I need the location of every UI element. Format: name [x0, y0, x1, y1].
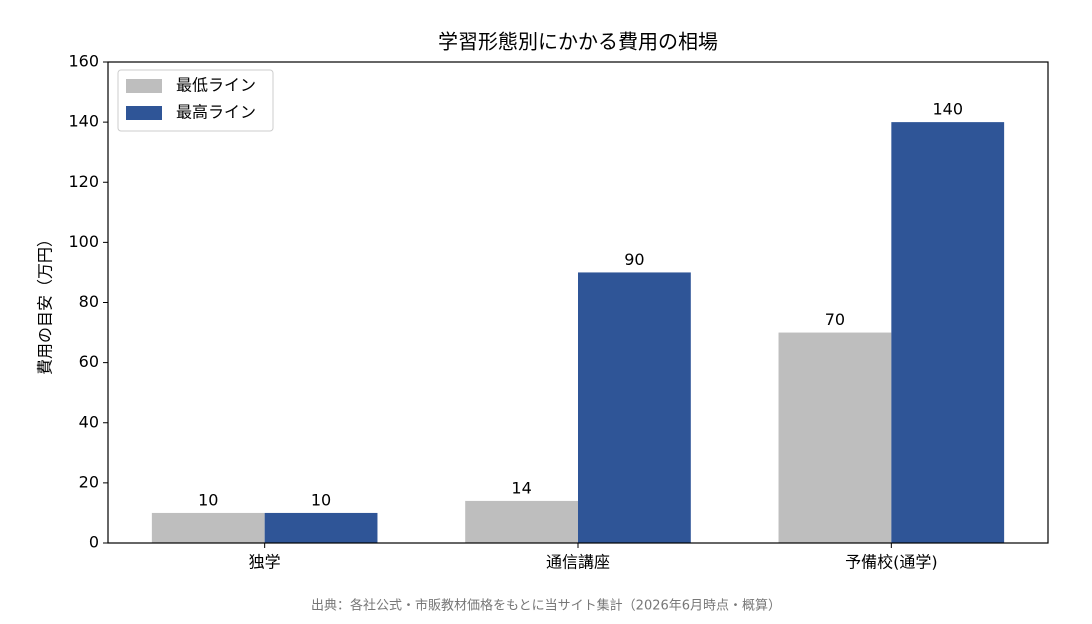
y-tick-label: 20 — [79, 472, 99, 491]
y-tick-label: 140 — [68, 112, 99, 131]
value-label: 10 — [198, 490, 218, 509]
x-tick-label: 通信講座 — [546, 553, 610, 572]
value-label: 70 — [825, 310, 845, 329]
legend-label: 最低ライン — [176, 76, 256, 95]
bar — [151, 512, 265, 543]
bar — [264, 512, 378, 543]
value-label: 14 — [511, 478, 531, 497]
bar — [778, 332, 892, 543]
y-tick-label: 0 — [89, 533, 99, 552]
y-axis-label: 費用の目安（万円） — [36, 231, 55, 375]
bar — [465, 500, 578, 543]
chart-title: 学習形態別にかかる費用の相場 — [438, 30, 718, 54]
value-label: 140 — [932, 100, 963, 119]
y-tick-label: 100 — [68, 232, 99, 251]
y-tick-label: 160 — [68, 52, 99, 71]
bar — [891, 122, 1005, 543]
value-label: 10 — [311, 490, 331, 509]
source-note: 出典：各社公式・市販教材価格をもとに当サイト集計（2026年6月時点・概算） — [311, 598, 781, 614]
y-tick-label: 40 — [79, 412, 99, 431]
y-tick-label: 60 — [79, 352, 99, 371]
y-tick-label: 80 — [79, 292, 99, 311]
legend-swatch — [126, 106, 162, 120]
x-tick-label: 予備校(通学) — [845, 553, 938, 572]
bar — [578, 272, 691, 543]
plot-frame — [107, 61, 1049, 544]
value-label: 90 — [624, 250, 644, 269]
legend-label: 最高ライン — [176, 103, 256, 122]
y-tick-label: 120 — [68, 172, 99, 191]
x-tick-label: 独学 — [249, 553, 281, 572]
legend-swatch — [126, 79, 162, 93]
